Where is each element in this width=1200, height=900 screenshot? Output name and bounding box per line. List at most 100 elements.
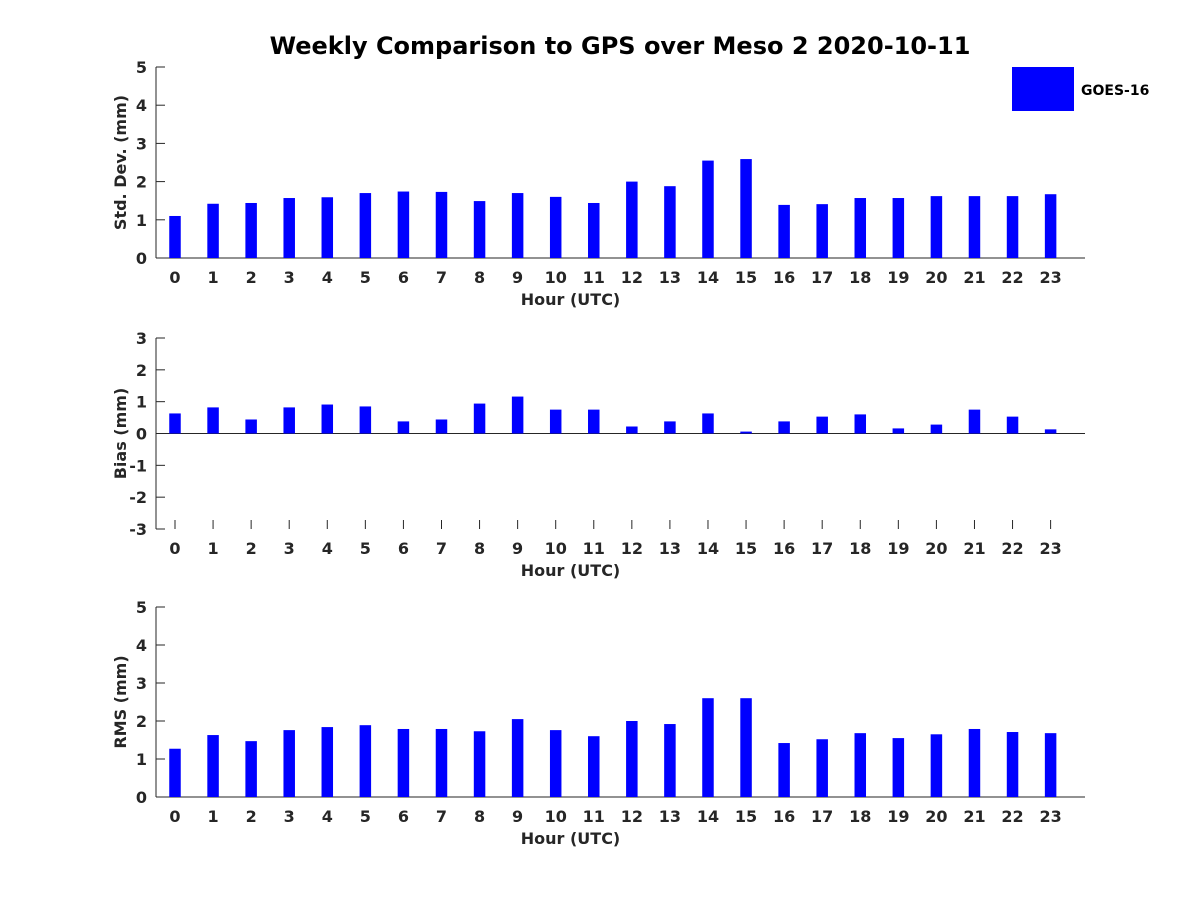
- x-tick-label: 18: [849, 539, 871, 558]
- y-tick-label: 1: [136, 211, 147, 230]
- bar-hour-19: [892, 738, 905, 797]
- x-tick-label: 1: [207, 268, 218, 287]
- x-tick-label: 2: [246, 268, 257, 287]
- bar-hour-14: [702, 160, 714, 258]
- y-tick-label: 1: [136, 750, 147, 769]
- x-tick-label: 15: [735, 268, 757, 287]
- bar-hour-22: [1006, 732, 1019, 797]
- x-tick-label: 10: [545, 268, 567, 287]
- legend-label: GOES-16: [1081, 83, 1149, 99]
- bar-hour-3: [283, 730, 295, 797]
- x-tick-label: 16: [773, 268, 795, 287]
- bar-hour-16: [778, 421, 790, 434]
- bar-hour-8: [473, 201, 486, 258]
- figure-title: Weekly Comparison to GPS over Meso 2 202…: [270, 32, 971, 60]
- bar-hour-7: [435, 728, 448, 797]
- legend-swatch: [1012, 67, 1074, 111]
- legend: GOES-16: [1012, 67, 1149, 111]
- x-tick-label: 14: [697, 268, 719, 287]
- bar-hour-6: [397, 421, 410, 434]
- x-tick-label: 8: [474, 539, 485, 558]
- x-tick-label: 9: [512, 268, 523, 287]
- bar-hour-1: [207, 203, 219, 258]
- x-tick-label: 0: [169, 807, 180, 826]
- x-tick-label: 18: [849, 268, 871, 287]
- bar-hour-15: [740, 159, 752, 258]
- x-tick-label: 13: [659, 268, 681, 287]
- x-tick-label: 15: [735, 539, 757, 558]
- bar-hour-11: [588, 409, 600, 434]
- x-tick-label: 17: [811, 807, 833, 826]
- bar-hour-23: [1044, 429, 1057, 434]
- bar-hour-3: [283, 198, 295, 258]
- bar-hour-10: [549, 730, 562, 797]
- x-tick-label: 11: [583, 539, 605, 558]
- bar-hour-17: [816, 416, 828, 434]
- x-tick-label: 13: [659, 539, 681, 558]
- x-tick-label: 19: [887, 807, 909, 826]
- bar-hour-13: [664, 421, 676, 434]
- bar-hour-15: [740, 698, 752, 797]
- y-tick-label: 2: [136, 712, 147, 731]
- x-tick-label: 21: [963, 539, 985, 558]
- x-tick-label: 5: [360, 268, 371, 287]
- y-tick-label: -2: [129, 488, 147, 507]
- x-tick-label: 7: [436, 268, 447, 287]
- bar-hour-10: [549, 196, 562, 258]
- x-tick-label: 17: [811, 268, 833, 287]
- bar-hour-4: [321, 727, 334, 797]
- bar-hour-9: [511, 719, 524, 797]
- x-tick-label: 7: [436, 807, 447, 826]
- x-tick-label: 6: [398, 268, 409, 287]
- x-tick-label: 22: [1001, 268, 1023, 287]
- bar-hour-20: [930, 734, 943, 797]
- x-axis-label: Hour (UTC): [521, 561, 621, 580]
- bar-hour-12: [626, 426, 638, 434]
- x-axis-label: Hour (UTC): [521, 290, 621, 309]
- x-tick-label: 4: [322, 539, 333, 558]
- x-tick-label: 12: [621, 807, 643, 826]
- x-tick-label: 19: [887, 268, 909, 287]
- x-tick-label: 12: [621, 268, 643, 287]
- y-tick-label: 3: [136, 674, 147, 693]
- bar-hour-19: [892, 428, 905, 434]
- bar-hour-13: [664, 186, 676, 258]
- y-tick-label: 4: [136, 636, 147, 655]
- x-tick-label: 6: [398, 807, 409, 826]
- bar-hour-13: [664, 724, 676, 797]
- x-tick-label: 4: [322, 268, 333, 287]
- bar-hour-0: [169, 413, 181, 434]
- y-axis-label: RMS (mm): [111, 655, 130, 748]
- y-tick-label: -3: [129, 520, 147, 539]
- bar-hour-5: [359, 725, 372, 797]
- bar-hour-0: [169, 215, 181, 258]
- bar-hour-20: [930, 196, 943, 258]
- x-tick-label: 3: [284, 539, 295, 558]
- x-tick-label: 9: [512, 807, 523, 826]
- bar-hour-14: [702, 698, 714, 797]
- x-tick-label: 13: [659, 807, 681, 826]
- y-tick-label: 1: [136, 393, 147, 412]
- bar-hour-7: [435, 191, 448, 258]
- y-axis-label: Bias (mm): [111, 388, 130, 480]
- y-tick-label: -1: [129, 456, 147, 475]
- x-tick-label: 3: [284, 807, 295, 826]
- x-tick-label: 1: [207, 807, 218, 826]
- x-tick-label: 23: [1039, 539, 1061, 558]
- bar-hour-21: [968, 196, 981, 258]
- bar-hour-12: [626, 721, 638, 797]
- y-axis-label: Std. Dev. (mm): [111, 95, 130, 230]
- x-tick-label: 6: [398, 539, 409, 558]
- bar-hour-22: [1006, 416, 1019, 434]
- y-tick-label: 2: [136, 361, 147, 380]
- bar-hour-4: [321, 197, 334, 258]
- bar-hour-11: [588, 202, 600, 258]
- bar-hour-18: [854, 733, 867, 797]
- bar-hour-15: [740, 431, 752, 434]
- x-tick-label: 12: [621, 539, 643, 558]
- bar-hour-18: [854, 198, 867, 258]
- y-tick-label: 2: [136, 173, 147, 192]
- x-tick-label: 18: [849, 807, 871, 826]
- x-tick-label: 20: [925, 539, 947, 558]
